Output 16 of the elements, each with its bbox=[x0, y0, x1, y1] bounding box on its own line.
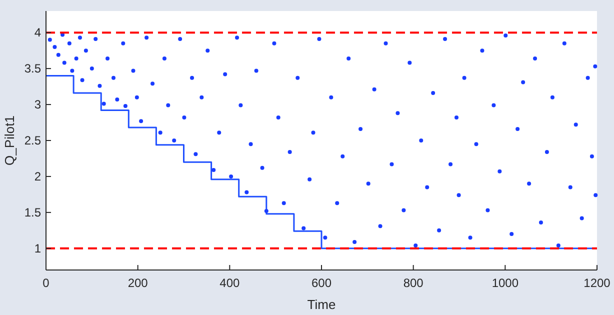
y-axis-title: Q_Pilot1 bbox=[2, 116, 17, 166]
y-tick-label: 3.5 bbox=[24, 62, 42, 76]
x-axis-title: Time bbox=[307, 297, 336, 312]
x-tick-label: 1200 bbox=[584, 276, 611, 290]
y-tick-label: 1 bbox=[34, 241, 42, 256]
x-tick-label: 800 bbox=[403, 276, 424, 290]
y-tick-label: 1.5 bbox=[24, 205, 42, 220]
x-tick-label: 0 bbox=[42, 276, 50, 290]
x-tick-label: 200 bbox=[128, 276, 148, 290]
y-tick-label: 4 bbox=[34, 26, 42, 40]
y-tick-label: 2.5 bbox=[24, 134, 42, 148]
x-tick-label: 400 bbox=[220, 276, 240, 290]
y-tick-label: 2 bbox=[34, 169, 42, 184]
x-tick-label: 600 bbox=[311, 276, 332, 290]
x-tick-label: 1000 bbox=[492, 276, 519, 290]
y-tick-label: 3 bbox=[34, 98, 42, 112]
